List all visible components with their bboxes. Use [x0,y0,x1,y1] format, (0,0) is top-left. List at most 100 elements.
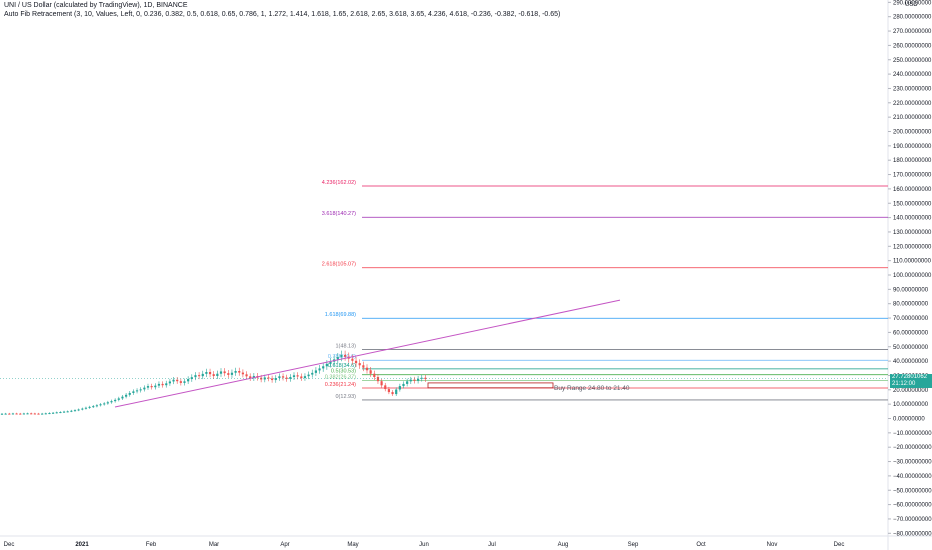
x-tick-label: Dec [4,542,15,548]
candle-body [318,368,321,371]
candle-body [289,377,292,379]
candle-body [351,358,354,361]
candle-body [143,387,146,390]
candle-body [205,372,208,374]
candle-body [417,378,420,381]
candle-body [413,379,416,381]
candle-body [176,379,179,382]
x-tick-label: Sep [628,542,639,548]
candle-body [150,386,153,388]
candle-body [201,373,204,377]
candle-body [278,376,281,379]
fib-level-label: 0.618(34.6) [328,363,356,369]
chart-title: UNI / US Dollar (calculated by TradingVi… [4,2,188,9]
y-tick-label: 40.00000000 [893,359,929,365]
y-tick-label: 200.00000000 [893,130,932,136]
candle-body [234,371,237,373]
candle-body [22,413,25,415]
candle-body [358,363,361,366]
x-tick-label: Mar [209,542,219,548]
candle-body [340,354,343,358]
candle-body [121,396,124,399]
buy-range-annotation: Buy Range 24.80 to 21.40 [554,385,630,392]
candle-body [88,406,91,408]
fib-level-label: 0(12.93) [336,394,357,400]
indicator-legend[interactable]: Auto Fib Retracement (3, 10, Values, Lef… [4,11,561,18]
candle-body [311,372,314,375]
y-tick-label: 150.00000000 [893,201,932,207]
candle-body [216,373,219,377]
candle-body [285,377,288,379]
y-tick-label: 280.00000000 [893,15,932,21]
candle-body [409,379,412,382]
candle-body [376,377,380,382]
candle-body [114,399,117,402]
candle-body [208,372,212,375]
trendline[interactable] [114,299,621,408]
y-tick-label: 290.00000000 [893,0,932,6]
candle-body [198,375,201,377]
candle-body [125,394,128,397]
last-price-time: 21:12:00 [892,381,916,387]
candle-body [362,365,365,368]
candle-body [172,379,175,382]
candle-body [135,390,139,392]
candle-body [395,389,398,395]
candle-body [296,375,299,377]
x-tick-label: Jun [419,542,429,548]
y-tick-label: −10.00000000 [893,431,932,437]
y-tick-label: 250.00000000 [893,58,932,64]
fib-level-label: 0.5(30.53) [331,369,356,375]
x-tick-label: Jul [488,542,496,548]
y-tick-label: 70.00000000 [893,316,929,322]
candle-body [387,389,390,393]
candle-body [187,379,190,382]
candle-body [336,357,339,360]
candle-body [227,373,230,375]
candle-body [380,381,383,386]
fib-level-label: 1(48.13) [336,343,357,349]
candle-body [223,371,226,374]
candle-body [48,413,51,415]
candle-body [41,413,44,415]
candle-body [4,413,7,415]
y-tick-label: −80.00000000 [893,531,932,537]
candle-body [11,413,15,415]
candle-body [249,376,252,379]
candle-body [168,381,171,384]
candle-body [154,385,157,388]
candle-body [252,376,255,379]
last-price-value: 27.72801062 [892,374,928,380]
candle-body [322,366,325,369]
x-tick-label: Apr [280,542,289,548]
y-tick-label: 170.00000000 [893,173,932,179]
candle-body [179,381,182,383]
y-tick-label: 220.00000000 [893,101,932,107]
candle-body [30,413,33,415]
candle-body [62,411,66,413]
y-tick-label: 260.00000000 [893,43,932,49]
y-tick-label: 180.00000000 [893,158,932,164]
x-tick-label: Feb [146,542,157,548]
y-tick-label: −20.00000000 [893,445,932,451]
candle-body [354,360,358,364]
candle-body [66,411,69,413]
candle-body [44,413,47,415]
candle-body [59,412,62,414]
candle-body [19,413,22,415]
y-tick-label: 130.00000000 [893,230,932,236]
fib-level-label: 0.236(21.24) [325,382,356,388]
y-tick-label: 60.00000000 [893,330,929,336]
y-tick-label: 270.00000000 [893,29,932,35]
candle-body [37,413,40,415]
candle-body [103,403,106,405]
fib-level-label: 2.618(105.07) [322,262,356,268]
y-tick-label: 20.00000000 [893,388,929,394]
y-tick-label: 90.00000000 [893,287,929,293]
candle-body [73,410,77,412]
fib-level-label: 0.786(40.6) [328,354,356,360]
candle-body [157,383,161,386]
candle-body [238,371,241,373]
candle-body [84,407,88,409]
